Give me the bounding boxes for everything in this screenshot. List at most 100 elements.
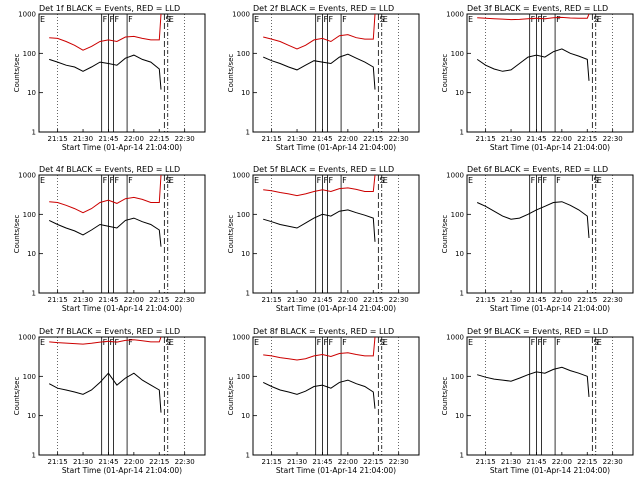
- panel-det-2: Det 2f BLACK = Events, RED = LLD 1 10 100 10…: [227, 4, 420, 152]
- x-tick-label: 22:30: [603, 458, 623, 466]
- x-axis-label: Start Time (01-Apr-14 21:04:00): [62, 304, 182, 313]
- x-tick-label: 21:15: [262, 296, 282, 304]
- panel-det-5: Det 5f BLACK = Events, RED = LLD 1 10 100 10…: [227, 165, 420, 313]
- x-tick-label: 22:00: [552, 458, 572, 466]
- y-tick-label: 10: [455, 412, 464, 420]
- saa-marker-s: S: [165, 176, 170, 185]
- x-tick-label: 22:15: [577, 458, 597, 466]
- y-tick-label: 1: [246, 290, 250, 298]
- x-axis-label: Start Time (01-Apr-14 21:04:00): [490, 143, 610, 152]
- flare-marker-label: F: [317, 176, 322, 185]
- saa-marker-s: S: [593, 338, 598, 347]
- y-tick-label: 100: [23, 50, 36, 58]
- x-tick-label: 22:15: [149, 458, 169, 466]
- x-tick-label: 21:45: [526, 458, 546, 466]
- y-axis-label: Counts/sec: [227, 215, 235, 254]
- panel-title: Det 7f BLACK = Events, RED = LLD: [39, 327, 180, 336]
- saa-marker-s: S: [593, 176, 598, 185]
- y-tick-label: 10: [241, 250, 250, 258]
- x-tick-label: 21:15: [262, 135, 282, 143]
- panel-det-7: Det 7f BLACK = Events, RED = LLD 1 10 100 10…: [13, 327, 206, 475]
- panel-det-3: Det 3f BLACK = Events, RED = LLD 1 10 100 10…: [441, 4, 634, 152]
- y-tick-label: 1000: [18, 334, 36, 342]
- lld-series-line: [263, 174, 376, 197]
- flare-marker-label: F: [342, 176, 347, 185]
- event-marker-e: E: [468, 176, 473, 185]
- flare-marker-label: F: [317, 338, 322, 347]
- x-tick-label: 21:30: [287, 296, 307, 304]
- y-tick-label: 1000: [232, 334, 250, 342]
- flare-marker-label: F: [556, 15, 561, 24]
- x-tick-label: 21:15: [48, 135, 68, 143]
- x-tick-label: 22:30: [389, 296, 409, 304]
- y-tick-label: 1: [32, 452, 36, 460]
- eclipse-marker-e2: E: [383, 176, 388, 185]
- x-tick-label: 22:00: [338, 135, 358, 143]
- x-tick-label: 21:45: [312, 135, 332, 143]
- events-series-line: [476, 201, 590, 239]
- x-axis-label: Start Time (01-Apr-14 21:04:00): [490, 466, 610, 475]
- x-tick-label: 22:00: [124, 135, 144, 143]
- y-axis-label: Counts/sec: [227, 54, 235, 93]
- flare-marker-label: F: [556, 176, 561, 185]
- x-tick-label: 21:30: [73, 296, 93, 304]
- flare-marker-label: F: [543, 338, 548, 347]
- y-tick-label: 1000: [18, 172, 36, 180]
- x-tick-label: 22:30: [603, 135, 623, 143]
- x-tick-label: 22:15: [577, 135, 597, 143]
- x-tick-label: 22:00: [338, 458, 358, 466]
- flare-marker-label: F: [103, 338, 108, 347]
- event-marker-e: E: [40, 176, 45, 185]
- y-tick-label: 1: [32, 290, 36, 298]
- flare-marker-label: F: [128, 15, 133, 24]
- x-tick-label: 22:15: [363, 458, 383, 466]
- flare-marker-label: F: [109, 338, 114, 347]
- x-tick-label: 21:30: [73, 135, 93, 143]
- x-tick-label: 22:00: [552, 296, 572, 304]
- flare-marker-label: F: [115, 15, 120, 24]
- events-series-line: [48, 372, 162, 413]
- y-tick-label: 100: [451, 373, 464, 381]
- y-tick-label: 100: [237, 373, 250, 381]
- plot-frame: [38, 174, 206, 294]
- plot-frame: [252, 174, 420, 294]
- panel-title: Det 9f BLACK = Events, RED = LLD: [467, 327, 608, 336]
- events-series-line: [49, 54, 162, 90]
- plot-frame: [38, 336, 206, 456]
- flare-marker-label: F: [329, 338, 334, 347]
- flare-marker-label: F: [103, 176, 108, 185]
- saa-marker-s: S: [593, 15, 598, 24]
- x-tick-label: 21:30: [501, 296, 521, 304]
- eclipse-marker-e2: E: [169, 338, 174, 347]
- y-axis-label: Counts/sec: [441, 54, 449, 93]
- flare-marker-label: F: [531, 176, 536, 185]
- x-tick-label: 21:15: [476, 135, 496, 143]
- lld-series-line: [49, 336, 162, 345]
- event-marker-e: E: [254, 15, 259, 24]
- panel-title: Det 1f BLACK = Events, RED = LLD: [39, 4, 180, 13]
- events-series-line: [477, 366, 590, 397]
- plot-frame: [466, 174, 634, 294]
- y-axis-label: Counts/sec: [441, 215, 449, 254]
- lld-series-line: [49, 13, 162, 51]
- x-tick-label: 21:15: [48, 458, 68, 466]
- flare-marker-label: F: [342, 15, 347, 24]
- saa-marker-s: S: [165, 15, 170, 24]
- x-tick-label: 22:00: [552, 135, 572, 143]
- plot-frame: [466, 336, 634, 456]
- event-marker-e: E: [254, 338, 259, 347]
- y-tick-label: 10: [27, 89, 36, 97]
- panel-title: Det 4f BLACK = Events, RED = LLD: [39, 165, 180, 174]
- x-tick-label: 21:45: [526, 296, 546, 304]
- plot-frame: [252, 336, 420, 456]
- flare-marker-label: F: [109, 15, 114, 24]
- x-tick-label: 21:30: [287, 135, 307, 143]
- y-tick-label: 10: [241, 89, 250, 97]
- x-axis-label: Start Time (01-Apr-14 21:04:00): [276, 304, 396, 313]
- flare-marker-label: F: [115, 176, 120, 185]
- flare-marker-label: F: [543, 15, 548, 24]
- x-tick-label: 22:30: [389, 458, 409, 466]
- events-series-line: [48, 217, 162, 247]
- flare-marker-label: F: [537, 338, 542, 347]
- flare-marker-label: F: [531, 338, 536, 347]
